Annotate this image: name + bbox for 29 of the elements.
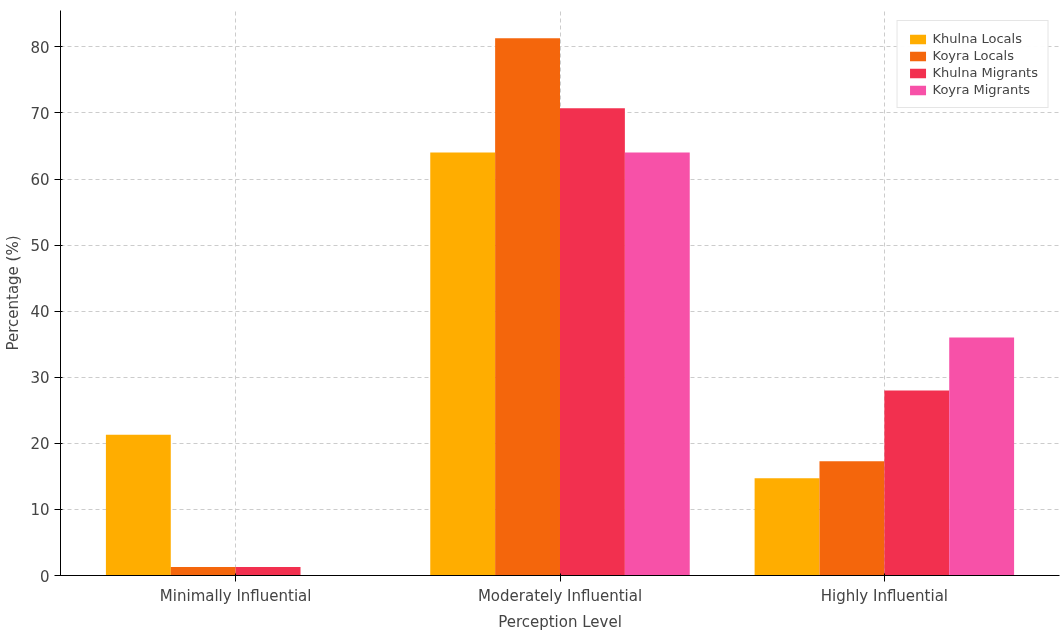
y-tick-label: 10 — [30, 501, 50, 520]
y-tick-label: 80 — [30, 38, 50, 57]
y-axis-title: Percentage (%) — [4, 235, 23, 351]
y-tick-label: 30 — [30, 369, 50, 388]
y-tick-label: 0 — [39, 567, 50, 586]
bar — [624, 152, 690, 576]
y-tick-label: 20 — [30, 435, 50, 454]
legend-label: Koyra Locals — [932, 48, 1014, 63]
bar — [235, 566, 301, 576]
legend-label: Khulna Locals — [932, 31, 1022, 46]
bar — [430, 152, 496, 576]
legend-label: Khulna Migrants — [932, 65, 1038, 80]
bar — [754, 478, 820, 576]
bar — [105, 434, 171, 576]
x-tick-label: Highly Influential — [820, 586, 949, 605]
x-axis-title: Perception Level — [498, 612, 622, 631]
y-tick-label: 40 — [30, 303, 50, 322]
y-tick-label: 70 — [30, 104, 50, 123]
bar — [949, 337, 1015, 576]
bar — [560, 108, 625, 576]
y-tick-label: 60 — [30, 171, 50, 190]
x-tick-label: Moderately Influential — [477, 586, 643, 605]
x-tick-label: Minimally Influential — [159, 586, 312, 605]
bar — [819, 461, 885, 576]
bar — [495, 38, 560, 576]
bar — [884, 390, 950, 576]
legend-label: Koyra Migrants — [932, 82, 1030, 97]
y-tick-label: 50 — [30, 237, 50, 256]
bar — [170, 566, 236, 576]
